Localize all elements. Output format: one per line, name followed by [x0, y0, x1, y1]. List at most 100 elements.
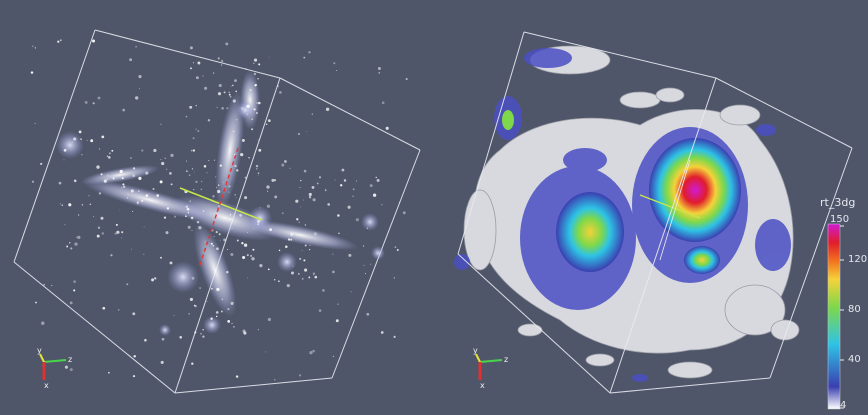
particle-point	[290, 238, 293, 241]
particle-point	[112, 177, 115, 180]
particle-point	[231, 322, 233, 324]
particle-point	[243, 243, 248, 247]
particle-point	[108, 371, 110, 374]
particle-point	[107, 156, 111, 159]
particle-point	[257, 77, 259, 80]
particle-point	[312, 272, 316, 275]
particle-point	[369, 263, 372, 265]
particle-point	[215, 187, 217, 189]
particle-point	[298, 374, 302, 377]
particle-point	[195, 180, 198, 184]
particle-point	[284, 160, 287, 163]
particle-point	[133, 355, 136, 358]
particle-point	[246, 254, 249, 257]
particle-point	[200, 332, 202, 335]
particle-point	[141, 149, 144, 152]
particle-point	[207, 119, 211, 122]
right-isosurface-render: y z x	[454, 31, 853, 394]
particle-point	[301, 277, 304, 280]
particle-point	[356, 180, 358, 182]
particle-point	[132, 312, 136, 316]
particle-point	[256, 102, 258, 104]
particle-point	[92, 215, 95, 218]
particle-point	[193, 304, 196, 307]
particle-point	[295, 199, 299, 203]
particle-point	[77, 214, 80, 216]
left-3d-viewport[interactable]: y z x	[0, 0, 440, 415]
particle-point	[322, 289, 325, 292]
core-small	[502, 110, 514, 130]
particle-point	[132, 174, 136, 178]
particle-point	[223, 91, 226, 94]
particle-point	[393, 335, 396, 339]
particle-point	[217, 189, 221, 194]
particle-point	[187, 225, 191, 229]
particle-point	[161, 161, 165, 166]
particle-point	[343, 179, 347, 182]
particle-point	[131, 248, 132, 250]
particle-point	[152, 187, 155, 191]
particle-point	[227, 320, 231, 323]
colorbar-gradient	[827, 223, 844, 410]
axis-y-label: y	[473, 346, 478, 355]
particle-point	[210, 317, 213, 320]
particle-point	[130, 189, 134, 193]
particle-point	[106, 178, 109, 181]
particle-point	[312, 198, 316, 202]
particle-point	[160, 256, 162, 259]
particle-point	[290, 271, 295, 275]
particle-point	[228, 191, 230, 193]
particle-point	[254, 85, 257, 87]
particle-point	[297, 273, 300, 275]
particle-point	[229, 218, 232, 221]
particle-point	[64, 224, 66, 226]
particle-point	[230, 301, 234, 305]
particle-point	[226, 248, 229, 251]
particle-point	[122, 108, 126, 112]
particle-point	[199, 287, 201, 289]
particle-point	[232, 84, 234, 87]
particle-point	[64, 365, 68, 369]
particle-point	[179, 335, 183, 339]
particle-point	[332, 270, 335, 274]
particle-point	[252, 248, 255, 251]
particle-point	[296, 218, 299, 221]
particle-point	[230, 253, 234, 256]
particle-point	[74, 242, 78, 246]
particle-point	[279, 91, 282, 94]
particle-point	[73, 179, 77, 183]
particle-point	[253, 72, 257, 76]
right-3d-viewport[interactable]: y z x	[440, 0, 868, 415]
particle-point	[161, 337, 165, 341]
particle-point	[266, 185, 270, 189]
particle-point	[129, 156, 133, 160]
particle-point	[299, 187, 301, 188]
particle-point	[187, 208, 190, 211]
particle-point	[215, 311, 219, 314]
particle-point	[111, 149, 114, 152]
particle-point	[352, 188, 355, 191]
particle-point	[381, 204, 383, 206]
particle-point	[369, 184, 373, 188]
particle-point	[350, 291, 352, 293]
particle-point	[43, 283, 46, 286]
particle-point	[273, 278, 276, 281]
particle-point	[308, 51, 311, 54]
particle-point	[220, 310, 223, 313]
center-axes-marker	[639, 159, 701, 261]
particle-point	[208, 160, 210, 162]
particle-point	[70, 247, 73, 250]
particle-point	[198, 226, 202, 230]
particle-point	[232, 99, 236, 103]
particle-point	[225, 42, 229, 46]
particle-point	[337, 214, 340, 217]
particle-point	[98, 148, 101, 150]
particle-point	[137, 201, 139, 203]
particle-point	[219, 164, 222, 167]
particle-point	[226, 270, 229, 274]
particle-point	[121, 237, 123, 239]
particle-point	[88, 194, 90, 197]
particle-point	[213, 72, 215, 74]
axis-z-label: z	[68, 355, 72, 364]
particle-point	[234, 164, 237, 168]
